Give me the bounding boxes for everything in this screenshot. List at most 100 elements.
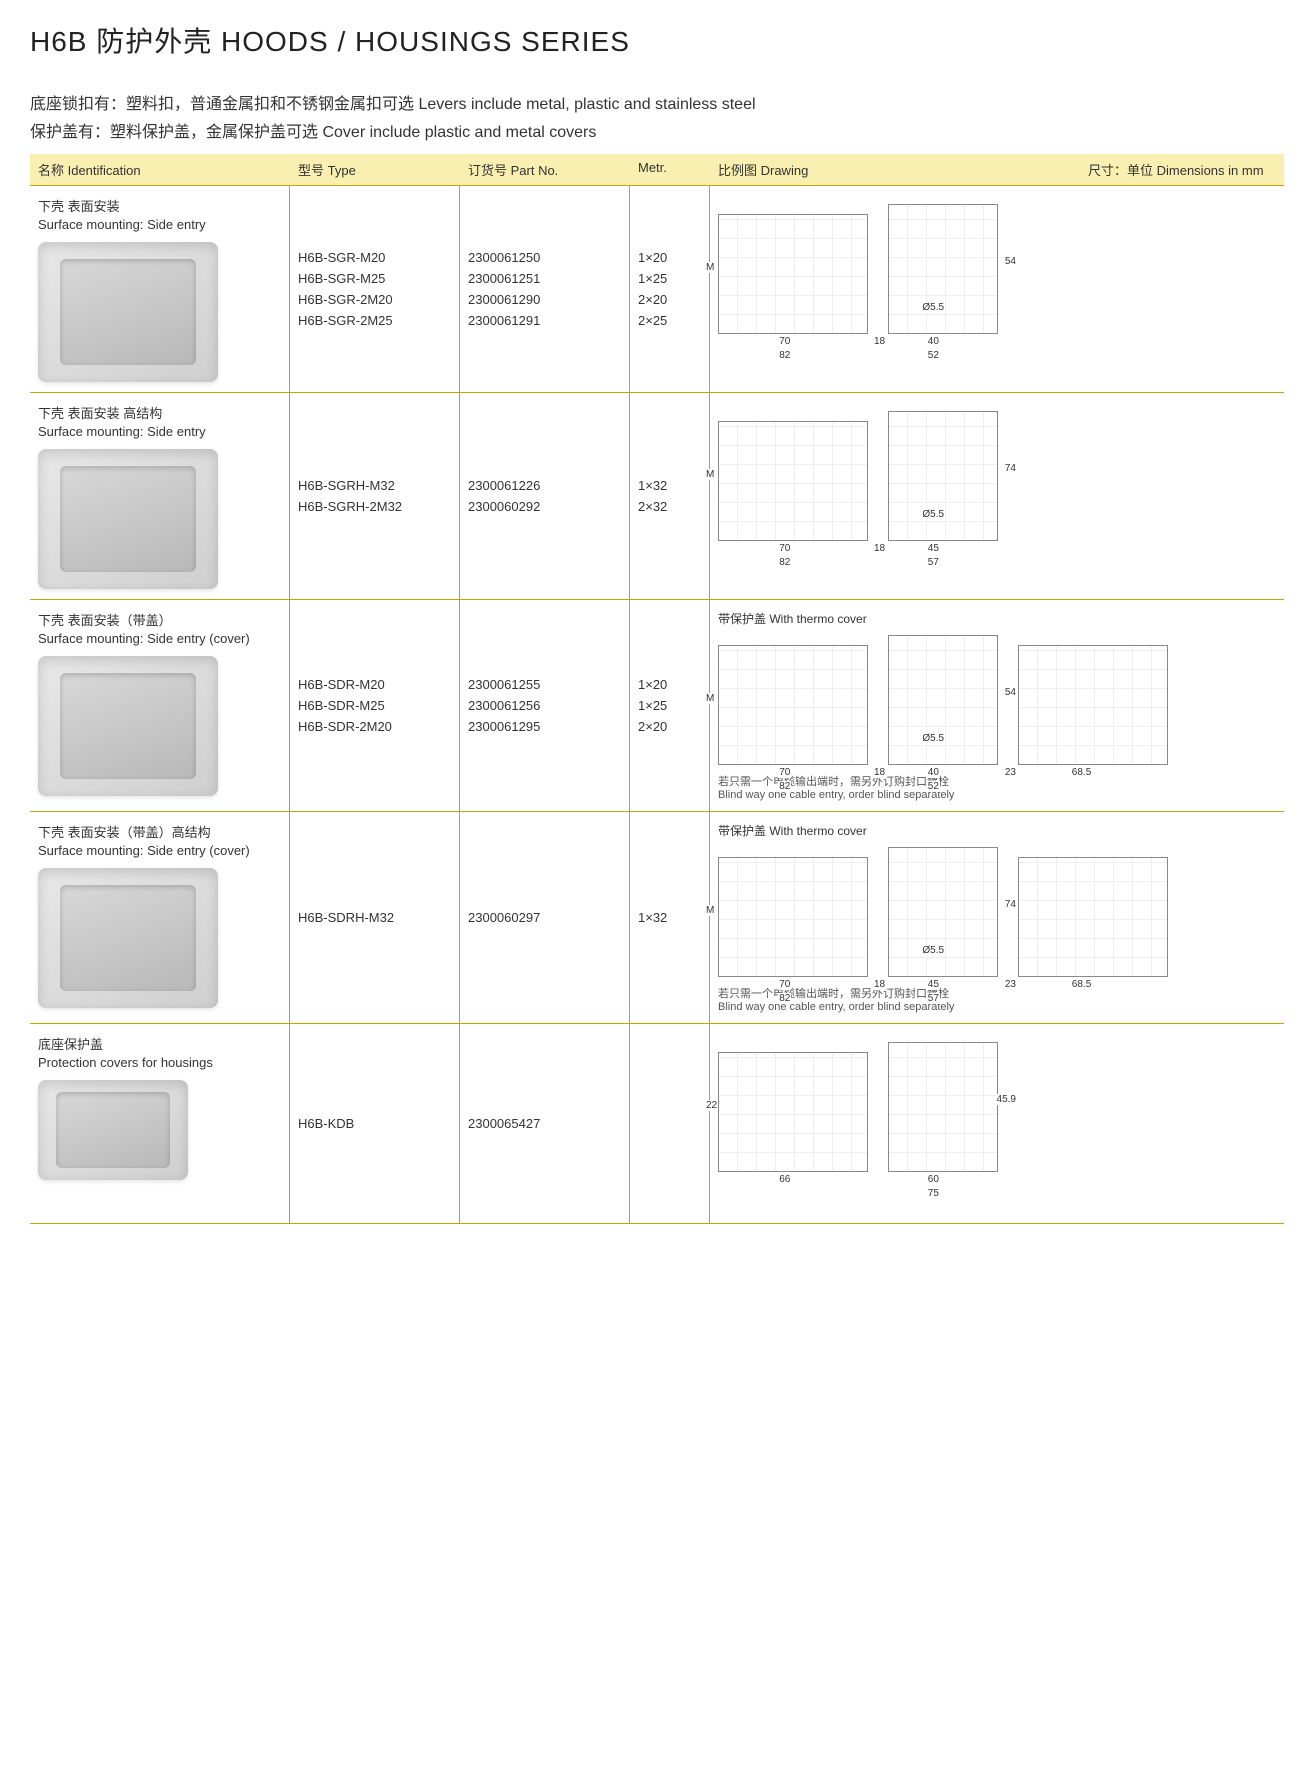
partno-value: 2300061251 bbox=[468, 271, 621, 286]
metr-cell: 1×32 2×32 bbox=[630, 393, 710, 599]
type-value: H6B-SDR-M25 bbox=[298, 698, 451, 713]
type-cell: H6B-SDRH-M32 bbox=[290, 812, 460, 1023]
note-cn: 若只需一个电缆输出端时，需另外订购封口螺栓 bbox=[718, 773, 1276, 789]
partno-value: 2300061226 bbox=[468, 478, 621, 493]
table-row: 下壳 表面安装（带盖）高结构 Surface mounting: Side en… bbox=[30, 812, 1284, 1024]
metr-value: 1×20 bbox=[638, 250, 701, 265]
subtitle2-en: Cover include plastic and metal covers bbox=[322, 124, 596, 141]
ident-cell: 下壳 表面安装 Surface mounting: Side entry bbox=[30, 186, 290, 392]
metr-value: 2×20 bbox=[638, 719, 701, 734]
type-value: H6B-SGRH-M32 bbox=[298, 478, 451, 493]
ident-en: Surface mounting: Side entry bbox=[38, 217, 281, 232]
table-row: 下壳 表面安装 高结构 Surface mounting: Side entry… bbox=[30, 393, 1284, 600]
product-photo bbox=[38, 868, 218, 1008]
front-schematic: 7082M bbox=[718, 214, 868, 334]
metr-cell: 1×20 1×25 2×20 bbox=[630, 600, 710, 811]
metr-value: 1×25 bbox=[638, 271, 701, 286]
drawing-group: 6622607545.9 bbox=[718, 1042, 1276, 1172]
type-value: H6B-SGRH-2M32 bbox=[298, 499, 451, 514]
product-photo bbox=[38, 242, 218, 382]
note-en: Blind way one cable entry, order blind s… bbox=[718, 789, 1276, 801]
table-header: 名称 Identification 型号 Type 订货号 Part No. M… bbox=[30, 154, 1284, 186]
side-schematic: Ø5.545571874 bbox=[888, 411, 998, 541]
drawing-group: 7082MØ5.54557187423 68.5 bbox=[718, 847, 1276, 977]
drawing-group: 7082MØ5.545571874 bbox=[718, 411, 1276, 541]
partno-cell: 2300061255 2300061256 2300061295 bbox=[460, 600, 630, 811]
subtitle1-en: Levers include metal, plastic and stainl… bbox=[418, 96, 755, 113]
col-dims: 尺寸：单位 Dimensions in mm bbox=[1088, 160, 1288, 179]
metr-cell: 1×201×252×202×25 bbox=[630, 186, 710, 392]
ident-cn: 下壳 表面安装（带盖） bbox=[38, 610, 281, 629]
side-schematic: 607545.9 bbox=[888, 1042, 998, 1172]
open-schematic: 68.5 bbox=[1018, 645, 1168, 765]
partno-cell: 2300061250230006125123000612902300061291 bbox=[460, 186, 630, 392]
type-value: H6B-SGR-2M25 bbox=[298, 313, 451, 328]
side-schematic: Ø5.540521854 bbox=[888, 204, 998, 334]
partno-value: 2300061291 bbox=[468, 313, 621, 328]
drawing-cell: 6622607545.9 bbox=[710, 1024, 1284, 1223]
note-en: Blind way one cable entry, order blind s… bbox=[718, 1001, 1276, 1013]
metr-cell bbox=[630, 1024, 710, 1223]
drawing-group: 7082MØ5.54052185423 68.5 bbox=[718, 635, 1276, 765]
front-schematic: 7082M bbox=[718, 421, 868, 541]
table-row: 下壳 表面安装（带盖） Surface mounting: Side entry… bbox=[30, 600, 1284, 812]
col-metr: Metr. bbox=[638, 160, 718, 179]
ident-cell: 下壳 表面安装 高结构 Surface mounting: Side entry bbox=[30, 393, 290, 599]
type-cell: H6B-SGRH-M32 H6B-SGRH-2M32 bbox=[290, 393, 460, 599]
partno-value: 2300061295 bbox=[468, 719, 621, 734]
partno-value: 2300065427 bbox=[468, 1116, 621, 1131]
subtitle1-cn: 底座锁扣有：塑料扣，普通金属扣和不锈钢金属扣可选 bbox=[30, 96, 414, 113]
front-schematic: 7082M bbox=[718, 645, 868, 765]
side-schematic: Ø5.54557187423 bbox=[888, 847, 998, 977]
ident-cell: 下壳 表面安装（带盖）高结构 Surface mounting: Side en… bbox=[30, 812, 290, 1023]
metr-value: 1×32 bbox=[638, 478, 701, 493]
partno-value: 2300060292 bbox=[468, 499, 621, 514]
drawing-cell: 带保护盖 With thermo cover 7082MØ5.5405218542… bbox=[710, 600, 1284, 811]
ident-en: Protection covers for housings bbox=[38, 1055, 281, 1070]
col-partno: 订货号 Part No. bbox=[468, 160, 638, 179]
ident-cell: 下壳 表面安装（带盖） Surface mounting: Side entry… bbox=[30, 600, 290, 811]
subtitle2-cn: 保护盖有：塑料保护盖，金属保护盖可选 bbox=[30, 124, 318, 141]
thermo-label: 带保护盖 With thermo cover bbox=[718, 610, 1276, 627]
partno-value: 2300061255 bbox=[468, 677, 621, 692]
metr-value: 2×32 bbox=[638, 499, 701, 514]
side-schematic: Ø5.54052185423 bbox=[888, 635, 998, 765]
partno-value: 2300061250 bbox=[468, 250, 621, 265]
note-cn: 若只需一个电缆输出端时，需另外订购封口螺栓 bbox=[718, 985, 1276, 1001]
type-value: H6B-KDB bbox=[298, 1116, 451, 1131]
product-photo bbox=[38, 449, 218, 589]
drawing-group: 7082MØ5.540521854 bbox=[718, 204, 1276, 334]
ident-cell: 底座保护盖 Protection covers for housings bbox=[30, 1024, 290, 1223]
table-row: 底座保护盖 Protection covers for housings H6B… bbox=[30, 1024, 1284, 1224]
page-title: H6B 防护外壳 HOODS / HOUSINGS SERIES bbox=[30, 20, 1284, 60]
product-photo bbox=[38, 1080, 188, 1180]
drawing-cell: 7082MØ5.540521854 bbox=[710, 186, 1284, 392]
type-value: H6B-SDR-M20 bbox=[298, 677, 451, 692]
partno-cell: 2300060297 bbox=[460, 812, 630, 1023]
front-schematic: 6622 bbox=[718, 1052, 868, 1172]
drawing-cell: 7082MØ5.545571874 bbox=[710, 393, 1284, 599]
metr-cell: 1×32 bbox=[630, 812, 710, 1023]
subtitle-2: 保护盖有：塑料保护盖，金属保护盖可选 Cover include plastic… bbox=[30, 118, 1284, 142]
metr-value: 1×25 bbox=[638, 698, 701, 713]
col-drawing: 比例图 Drawing bbox=[718, 160, 1088, 179]
ident-cn: 底座保护盖 bbox=[38, 1034, 281, 1053]
partno-value: 2300061256 bbox=[468, 698, 621, 713]
table-body: 下壳 表面安装 Surface mounting: Side entry H6B… bbox=[30, 186, 1284, 1224]
metr-value: 1×20 bbox=[638, 677, 701, 692]
product-photo bbox=[38, 656, 218, 796]
ident-en: Surface mounting: Side entry (cover) bbox=[38, 843, 281, 858]
partno-cell: 2300065427 bbox=[460, 1024, 630, 1223]
type-cell: H6B-KDB bbox=[290, 1024, 460, 1223]
metr-value: 1×32 bbox=[638, 910, 701, 925]
ident-cn: 下壳 表面安装 bbox=[38, 196, 281, 215]
partno-value: 2300060297 bbox=[468, 910, 621, 925]
ident-cn: 下壳 表面安装 高结构 bbox=[38, 403, 281, 422]
ident-cn: 下壳 表面安装（带盖）高结构 bbox=[38, 822, 281, 841]
subtitle-1: 底座锁扣有：塑料扣，普通金属扣和不锈钢金属扣可选 Levers include … bbox=[30, 90, 1284, 114]
type-value: H6B-SGR-M20 bbox=[298, 250, 451, 265]
type-cell: H6B-SGR-M20H6B-SGR-M25H6B-SGR-2M20H6B-SG… bbox=[290, 186, 460, 392]
table-row: 下壳 表面安装 Surface mounting: Side entry H6B… bbox=[30, 186, 1284, 393]
thermo-label: 带保护盖 With thermo cover bbox=[718, 822, 1276, 839]
metr-value: 2×20 bbox=[638, 292, 701, 307]
